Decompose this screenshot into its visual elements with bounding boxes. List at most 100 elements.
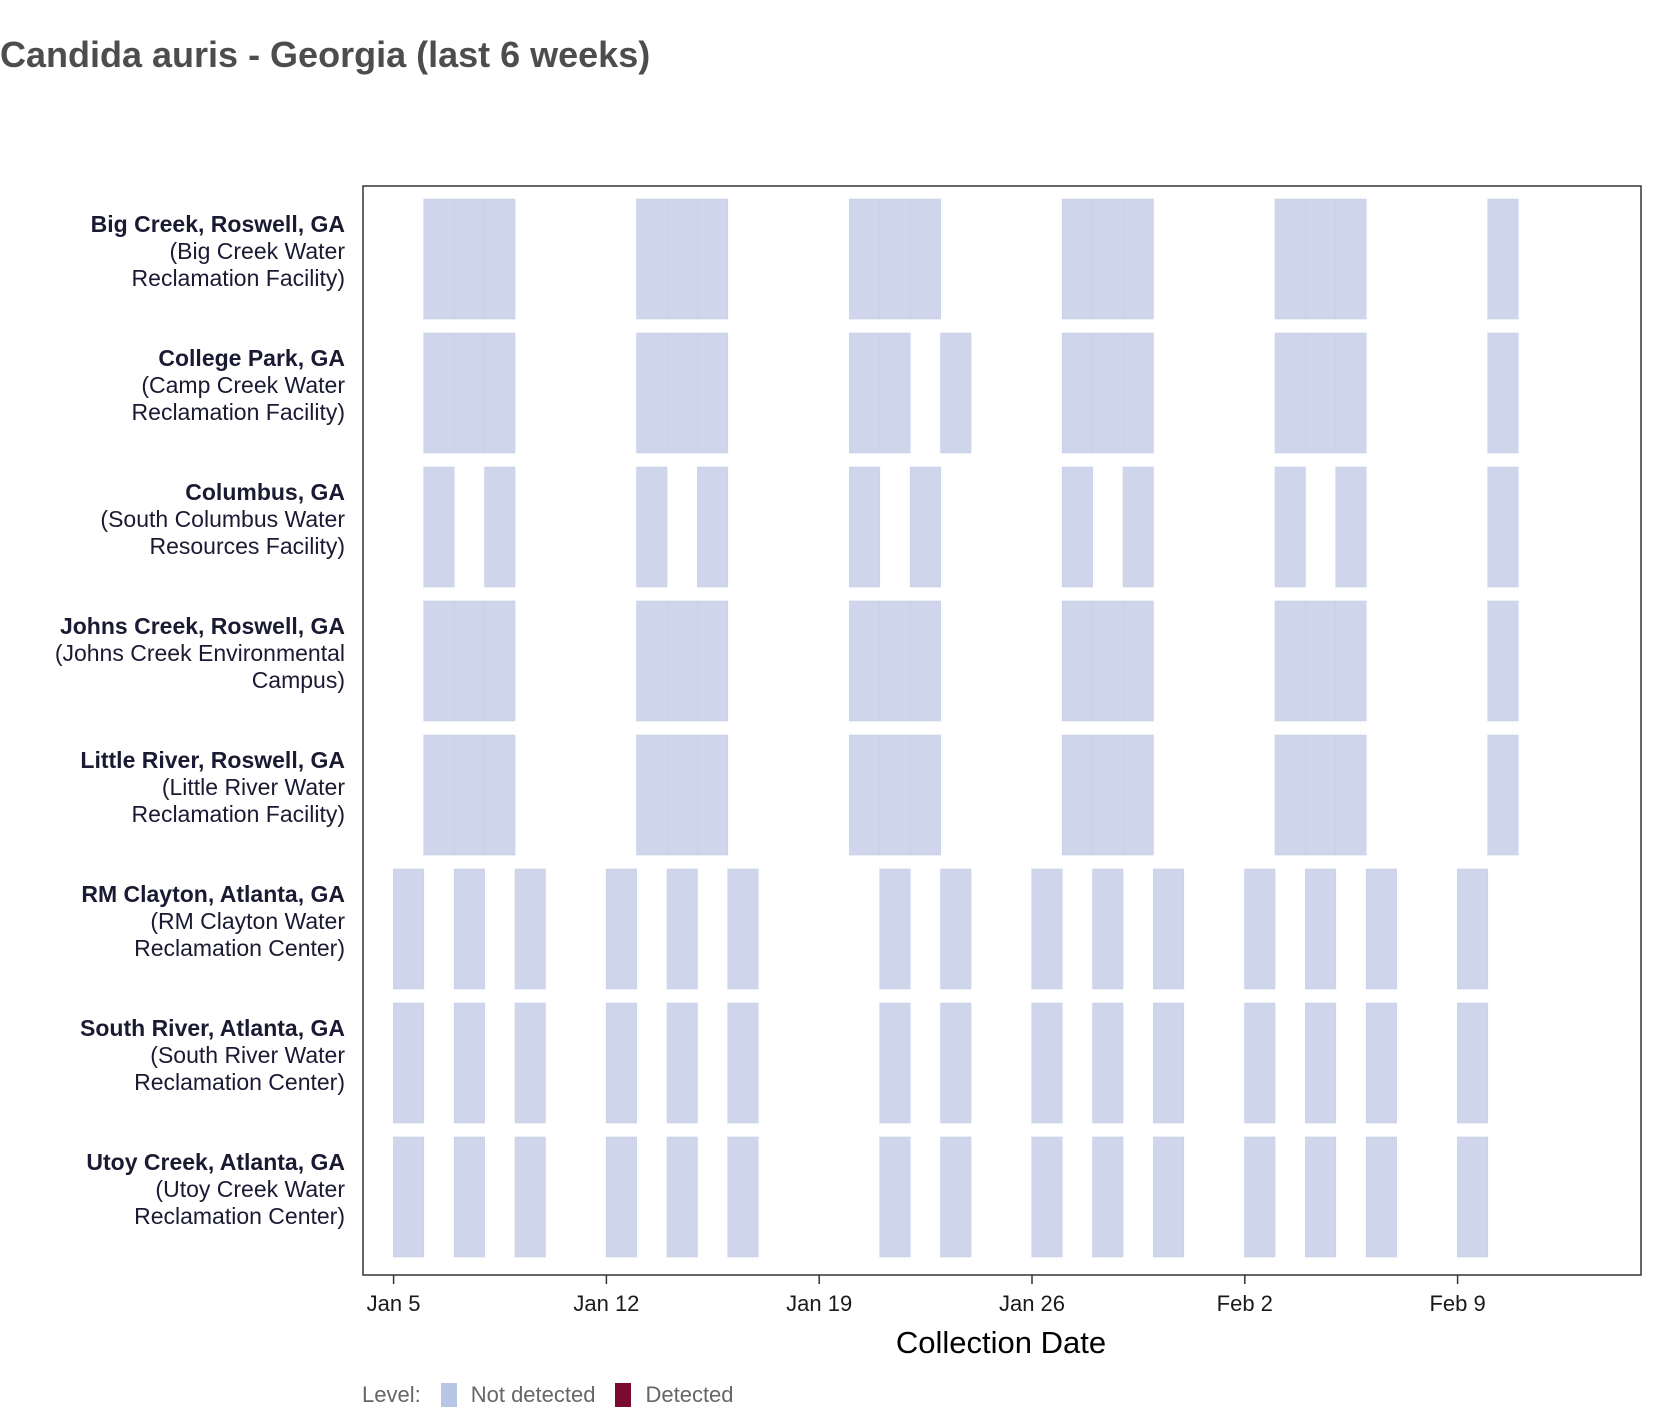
tile-not-detected (1457, 868, 1489, 990)
tile-not-detected (1457, 1136, 1489, 1258)
row-label-facility: (South River Water Reclamation Center) (134, 1041, 345, 1095)
tile-not-detected (697, 466, 729, 588)
tile-not-detected (1274, 600, 1306, 722)
row-label-facility: (Little River Water Reclamation Facility… (131, 773, 345, 827)
x-tick-label: Jan 19 (786, 1291, 852, 1316)
row-label-site: RM Clayton, Atlanta, GA (81, 880, 345, 907)
tile-not-detected (879, 198, 911, 320)
tile-not-detected (1305, 734, 1337, 856)
tile-not-detected (1061, 466, 1093, 588)
tile-not-detected (393, 1002, 425, 1124)
tile-not-detected (1092, 332, 1124, 454)
tile-not-detected (1031, 1002, 1063, 1124)
tile-not-detected (1244, 868, 1276, 990)
legend: Level: Not detected Detected (362, 1382, 734, 1408)
x-axis-title: Collection Date (896, 1325, 1106, 1360)
tile-not-detected (1092, 868, 1124, 990)
legend-swatch-not-detected (440, 1383, 457, 1407)
tile-not-detected (849, 600, 881, 722)
tile-not-detected (1487, 600, 1519, 722)
row-label: RM Clayton, Atlanta, GA (RM Clayton Water… (45, 881, 345, 962)
tile-not-detected (666, 1136, 698, 1258)
tile-not-detected (666, 1002, 698, 1124)
tile-not-detected (666, 198, 698, 320)
tile-not-detected (666, 332, 698, 454)
tile-not-detected (1305, 332, 1337, 454)
tile-not-detected (1153, 868, 1185, 990)
tile-not-detected (727, 868, 759, 990)
tile-not-detected (879, 868, 911, 990)
tile-not-detected (1244, 1002, 1276, 1124)
tile-not-detected (1031, 1136, 1063, 1258)
x-tick-label: Jan 12 (573, 1291, 639, 1316)
x-tick-label: Jan 5 (367, 1291, 421, 1316)
tile-not-detected (1092, 734, 1124, 856)
tile-not-detected (1365, 868, 1397, 990)
tile-not-detected (1335, 332, 1367, 454)
row-label-facility: (Johns Creek Environmental Campus) (54, 639, 345, 693)
tile-not-detected (879, 1136, 911, 1258)
row-label: College Park, GA (Camp Creek Water Reclam… (45, 345, 345, 426)
legend-swatch-detected (615, 1383, 632, 1407)
tile-not-detected (849, 734, 881, 856)
tile-not-detected (453, 600, 485, 722)
tile-not-detected (1305, 600, 1337, 722)
tile-not-detected (1487, 198, 1519, 320)
x-tick-label: Feb 2 (1217, 1291, 1273, 1316)
tile-not-detected (849, 332, 881, 454)
row-label-facility: (Big Creek Water Reclamation Facility) (131, 237, 345, 291)
row-label-facility: (Camp Creek Water Reclamation Facility) (131, 371, 345, 425)
row-label: Little River, Roswell, GA (Little River W… (45, 747, 345, 828)
tile-not-detected (1305, 198, 1337, 320)
tile-not-detected (605, 1002, 637, 1124)
tile-not-detected (1153, 1136, 1185, 1258)
tile-not-detected (879, 734, 911, 856)
tile-not-detected (605, 1136, 637, 1258)
tile-not-detected (1457, 1002, 1489, 1124)
row-label-site: South River, Atlanta, GA (80, 1014, 345, 1041)
row-label-site: Columbus, GA (185, 478, 345, 505)
tile-not-detected (909, 198, 941, 320)
tile-not-detected (1061, 734, 1093, 856)
tile-not-detected (666, 868, 698, 990)
tile-not-detected (1031, 868, 1063, 990)
tile-not-detected (484, 332, 516, 454)
tile-not-detected (727, 1002, 759, 1124)
tile-not-detected (849, 466, 881, 588)
tile-not-detected (1335, 466, 1367, 588)
tile-not-detected (1274, 734, 1306, 856)
tile-not-detected (1244, 1136, 1276, 1258)
tile-not-detected (1365, 1002, 1397, 1124)
tile-not-detected (423, 600, 455, 722)
tile-not-detected (636, 332, 668, 454)
tile-not-detected (605, 868, 637, 990)
tile-not-detected (909, 600, 941, 722)
tile-not-detected (1305, 1136, 1337, 1258)
tile-not-detected (1274, 198, 1306, 320)
x-axis: Jan 5 Jan 12 Jan 19 Jan 26 Feb 2 Feb 9 (367, 1275, 1486, 1316)
tile-not-detected (453, 332, 485, 454)
row-label-facility: (RM Clayton Water Reclamation Center) (134, 907, 345, 961)
tile-not-detected (909, 466, 941, 588)
heatmap-tiles (393, 198, 1519, 1258)
row-label-site: Johns Creek, Roswell, GA (59, 612, 345, 639)
tile-not-detected (514, 1002, 546, 1124)
tile-not-detected (697, 332, 729, 454)
x-tick-label: Feb 9 (1429, 1291, 1485, 1316)
tile-not-detected (453, 868, 485, 990)
chart-title: Candida auris - Georgia (last 6 weeks) (0, 34, 651, 75)
tile-not-detected (697, 600, 729, 722)
legend-label-detected: Detected (645, 1382, 734, 1407)
tile-not-detected (453, 198, 485, 320)
plot-panel-border (362, 185, 1642, 1276)
tile-not-detected (423, 734, 455, 856)
tile-not-detected (453, 1136, 485, 1258)
tile-not-detected (727, 1136, 759, 1258)
row-label-site: Big Creek, Roswell, GA (90, 210, 345, 237)
tile-not-detected (1092, 1002, 1124, 1124)
row-label: Columbus, GA (South Columbus Water Resour… (45, 479, 345, 560)
tile-not-detected (453, 1002, 485, 1124)
row-label-site: College Park, GA (158, 344, 345, 371)
tile-not-detected (1092, 1136, 1124, 1258)
tile-not-detected (636, 466, 668, 588)
